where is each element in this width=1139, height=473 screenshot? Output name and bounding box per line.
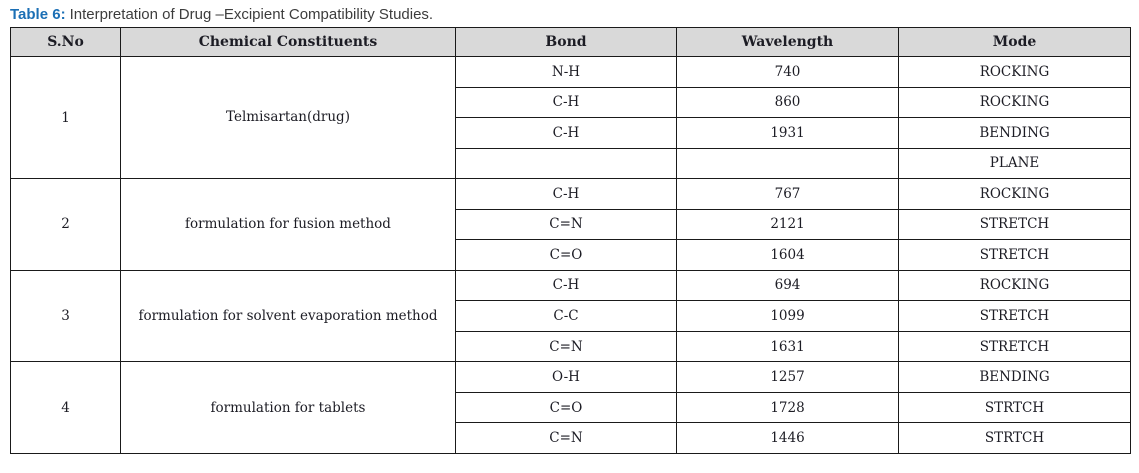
column-header-sno: S.No bbox=[10, 27, 121, 57]
cell-bond: C=N bbox=[455, 422, 677, 454]
cell-wavelength: 1257 bbox=[676, 361, 899, 393]
cell-mode: STRETCH bbox=[898, 208, 1131, 241]
cell-mode: STRTCH bbox=[898, 422, 1131, 454]
table-row: 1 Telmisartan(drug) N-H 740 ROCKING bbox=[10, 55, 1131, 180]
cell-mode: ROCKING bbox=[898, 86, 1131, 119]
cell-wavelength: 1446 bbox=[676, 422, 899, 454]
table-caption-text: Interpretation of Drug –Excipient Compat… bbox=[69, 6, 434, 23]
cell-mode: ROCKING bbox=[898, 178, 1131, 210]
cell-bond: C=O bbox=[455, 239, 677, 271]
cell-wavelength: 1631 bbox=[676, 330, 899, 363]
column-header-mode: Mode bbox=[898, 27, 1131, 57]
cell-wavelength bbox=[676, 147, 899, 180]
compatibility-table: S.No Chemical Constituents Bond Wavelength M… bbox=[10, 27, 1131, 454]
cell-constituent: formulation for tablets bbox=[120, 361, 456, 454]
table-row: C=O 1604 STRETCH bbox=[11, 239, 1131, 271]
column-header-wavelength: Wavelength bbox=[676, 27, 899, 57]
cell-bond: C-H bbox=[455, 117, 677, 149]
cell-wavelength: 1099 bbox=[676, 300, 899, 332]
cell-sno: 3 bbox=[10, 269, 121, 363]
table-row: C-H 860 ROCKING bbox=[11, 86, 1131, 119]
cell-mode: STRETCH bbox=[898, 239, 1131, 271]
column-header-bond: Bond bbox=[455, 27, 677, 57]
cell-mode: ROCKING bbox=[898, 56, 1131, 88]
table-row: C=N 1446 STRTCH bbox=[11, 422, 1131, 454]
table-caption-label: Table 6: bbox=[10, 6, 66, 23]
table-row: 3 formulation for solvent evaporation met… bbox=[10, 269, 1131, 363]
cell-mode: STRTCH bbox=[898, 391, 1131, 424]
cell-bond bbox=[455, 147, 677, 180]
cell-wavelength: 2121 bbox=[676, 208, 899, 241]
cell-mode: ROCKING bbox=[898, 269, 1131, 302]
cell-bond: C-C bbox=[455, 300, 677, 332]
table-row: C=N 1631 STRETCH bbox=[11, 330, 1131, 363]
cell-mode: STRETCH bbox=[898, 330, 1131, 363]
cell-mode: PLANE bbox=[898, 147, 1131, 180]
cell-bond: C=N bbox=[455, 208, 677, 241]
cell-constituent: Telmisartan(drug) bbox=[120, 55, 456, 180]
cell-mode: BENDING bbox=[898, 361, 1131, 393]
table-row: 4 formulation for tablets O-H 1257 BENDING bbox=[10, 361, 1131, 454]
cell-sno: 2 bbox=[10, 178, 121, 271]
cell-mode: STRETCH bbox=[898, 300, 1131, 332]
cell-constituent: formulation for fusion method bbox=[120, 178, 456, 271]
cell-bond: C-H bbox=[455, 86, 677, 119]
cell-wavelength: 740 bbox=[676, 56, 899, 88]
table-row: C-H 1931 BENDING bbox=[11, 117, 1131, 149]
cell-mode: BENDING bbox=[898, 117, 1131, 149]
header-row: S.No Chemical Constituents Bond Wavelength M… bbox=[10, 27, 1131, 57]
cell-wavelength: 1604 bbox=[676, 239, 899, 271]
table-caption: Table 6: Interpretation of Drug –Excipien… bbox=[0, 0, 1139, 27]
table-row: C=N 2121 STRETCH bbox=[11, 208, 1131, 241]
cell-wavelength: 1931 bbox=[676, 117, 899, 149]
cell-sno: 4 bbox=[10, 361, 121, 454]
table-row: PLANE bbox=[11, 147, 1131, 180]
table-body: 1 Telmisartan(drug) N-H 740 ROCKING C-H 860 ROC… bbox=[10, 55, 1131, 454]
column-header-constituents: Chemical Constituents bbox=[120, 27, 456, 57]
cell-bond: C=O bbox=[455, 391, 677, 424]
cell-wavelength: 1728 bbox=[676, 391, 899, 424]
cell-bond: N-H bbox=[455, 56, 677, 88]
cell-bond: C=N bbox=[455, 330, 677, 363]
cell-bond: O-H bbox=[455, 361, 677, 393]
cell-wavelength: 860 bbox=[676, 86, 899, 119]
cell-sno: 1 bbox=[10, 55, 121, 180]
cell-wavelength: 767 bbox=[676, 178, 899, 210]
cell-bond: C-H bbox=[455, 269, 677, 302]
cell-bond: C-H bbox=[455, 178, 677, 210]
table-row: 2 formulation for fusion method C-H 767 ROCK… bbox=[10, 178, 1131, 271]
cell-constituent: formulation for solvent evaporation meth… bbox=[120, 269, 456, 363]
cell-wavelength: 694 bbox=[676, 269, 899, 302]
